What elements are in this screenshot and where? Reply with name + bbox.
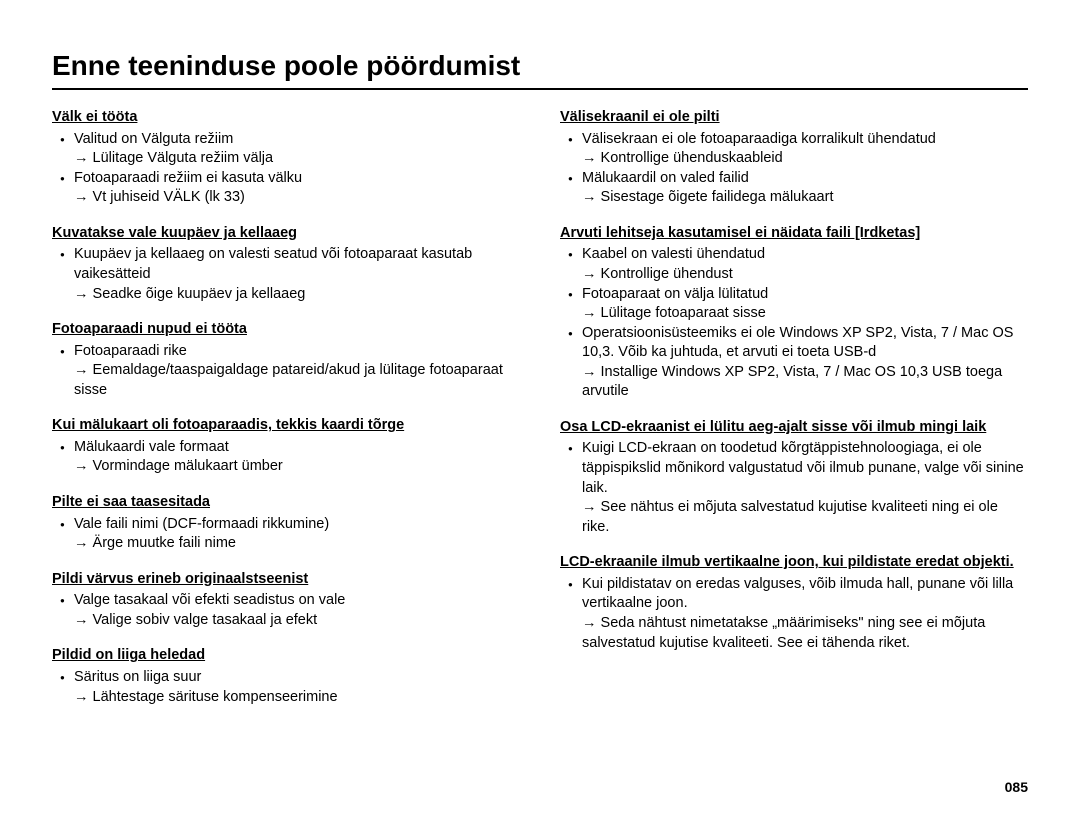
item-body: Mälukaardil on valed failid (582, 169, 1028, 189)
item-body: Operatsioonisüsteemiks ei ole Windows XP… (582, 324, 1028, 363)
list-item: ●Vale faili nimi (DCF-formaadi rikkumine… (60, 515, 520, 535)
section-heading: Välisekraanil ei ole pilti (560, 108, 1028, 128)
solution-line: → Lülitage Välguta režiim välja (74, 149, 520, 169)
item-body: Mälukaardi vale formaat (74, 438, 520, 458)
solution-line: → Ärge muutke faili nime (74, 534, 520, 554)
section-heading: Pildid on liiga heledad (52, 646, 520, 666)
list-item: ●Kaabel on valesti ühendatud (568, 245, 1028, 265)
list-item: ●Kui pildistatav on eredas valguses, või… (568, 575, 1028, 614)
item-body: Fotoaparaat on välja lülitatud (582, 285, 1028, 305)
troubleshoot-section: Pilte ei saa taasesitada●Vale faili nimi… (52, 493, 520, 554)
troubleshoot-section: Fotoaparaadi nupud ei tööta●Fotoaparaadi… (52, 320, 520, 400)
manual-page: Enne teeninduse poole pöördumist Välk ei… (0, 0, 1080, 815)
bullet-icon: ● (60, 438, 74, 458)
troubleshoot-section: Osa LCD-ekraanist ei lülitu aeg-ajalt si… (560, 418, 1028, 537)
solution-line: → Seadke õige kuupäev ja kellaaeg (74, 285, 520, 305)
bullet-icon: ● (568, 324, 582, 363)
content-columns: Välk ei tööta●Valitud on Välguta režiim→… (52, 108, 1028, 723)
right-column: Välisekraanil ei ole pilti●Välisekraan e… (560, 108, 1028, 723)
item-body: Välisekraan ei ole fotoaparaadiga korral… (582, 130, 1028, 150)
solution-line: → Seda nähtust nimetatakse „määrimiseks"… (582, 614, 1028, 653)
section-heading: Osa LCD-ekraanist ei lülitu aeg-ajalt si… (560, 418, 1028, 438)
item-body: Vale faili nimi (DCF-formaadi rikkumine) (74, 515, 520, 535)
bullet-icon: ● (60, 169, 74, 189)
bullet-icon: ● (568, 285, 582, 305)
left-column: Välk ei tööta●Valitud on Välguta režiim→… (52, 108, 520, 723)
list-item: ●Välisekraan ei ole fotoaparaadiga korra… (568, 130, 1028, 150)
troubleshoot-section: Välk ei tööta●Valitud on Välguta režiim→… (52, 108, 520, 208)
bullet-icon: ● (60, 668, 74, 688)
solution-line: → Eemaldage/taaspaigaldage patareid/akud… (74, 361, 520, 400)
list-item: ●Säritus on liiga suur (60, 668, 520, 688)
item-body: Fotoaparaadi rike (74, 342, 520, 362)
list-item: ●Kuupäev ja kellaaeg on valesti seatud v… (60, 245, 520, 284)
list-item: ●Valge tasakaal või efekti seadistus on … (60, 591, 520, 611)
troubleshoot-section: Kui mälukaart oli fotoaparaadis, tekkis … (52, 416, 520, 477)
bullet-icon: ● (60, 591, 74, 611)
bullet-icon: ● (568, 575, 582, 614)
solution-line: → Lülitage fotoaparaat sisse (582, 304, 1028, 324)
section-heading: Kui mälukaart oli fotoaparaadis, tekkis … (52, 416, 520, 436)
solution-line: → Vormindage mälukaart ümber (74, 457, 520, 477)
item-body: Kuigi LCD-ekraan on toodetud kõrgtäppist… (582, 439, 1028, 498)
troubleshoot-section: LCD-ekraanile ilmub vertikaalne joon, ku… (560, 553, 1028, 653)
solution-line: → Kontrollige ühenduskaableid (582, 149, 1028, 169)
list-item: ●Fotoaparaadi režiim ei kasuta välku (60, 169, 520, 189)
solution-line: → Kontrollige ühendust (582, 265, 1028, 285)
section-heading: LCD-ekraanile ilmub vertikaalne joon, ku… (560, 553, 1028, 573)
list-item: ●Fotoaparaadi rike (60, 342, 520, 362)
section-heading: Kuvatakse vale kuupäev ja kellaaeg (52, 224, 520, 244)
bullet-icon: ● (60, 342, 74, 362)
solution-line: → Sisestage õigete failidega mälukaart (582, 188, 1028, 208)
item-body: Valitud on Välguta režiim (74, 130, 520, 150)
section-heading: Välk ei tööta (52, 108, 520, 128)
bullet-icon: ● (568, 169, 582, 189)
troubleshoot-section: Kuvatakse vale kuupäev ja kellaaeg●Kuupä… (52, 224, 520, 304)
bullet-icon: ● (568, 130, 582, 150)
list-item: ●Valitud on Välguta režiim (60, 130, 520, 150)
troubleshoot-section: Pildid on liiga heledad●Säritus on liiga… (52, 646, 520, 707)
item-body: Kaabel on valesti ühendatud (582, 245, 1028, 265)
item-body: Säritus on liiga suur (74, 668, 520, 688)
bullet-icon: ● (568, 245, 582, 265)
troubleshoot-section: Pildi värvus erineb originaalstseenist●V… (52, 570, 520, 631)
page-title: Enne teeninduse poole pöördumist (52, 50, 1028, 90)
solution-line: → Valige sobiv valge tasakaal ja efekt (74, 611, 520, 631)
solution-line: → See nähtus ei mõjuta salvestatud kujut… (582, 498, 1028, 537)
item-body: Kui pildistatav on eredas valguses, võib… (582, 575, 1028, 614)
solution-line: → Installige Windows XP SP2, Vista, 7 / … (582, 363, 1028, 402)
section-heading: Pildi värvus erineb originaalstseenist (52, 570, 520, 590)
solution-line: → Lähtestage särituse kompenseerimine (74, 688, 520, 708)
list-item: ●Kuigi LCD-ekraan on toodetud kõrgtäppis… (568, 439, 1028, 498)
list-item: ●Fotoaparaat on välja lülitatud (568, 285, 1028, 305)
section-heading: Pilte ei saa taasesitada (52, 493, 520, 513)
item-body: Valge tasakaal või efekti seadistus on v… (74, 591, 520, 611)
bullet-icon: ● (568, 439, 582, 498)
item-body: Fotoaparaadi režiim ei kasuta välku (74, 169, 520, 189)
list-item: ●Mälukaardil on valed failid (568, 169, 1028, 189)
solution-line: → Vt juhiseid VÄLK (lk 33) (74, 188, 520, 208)
bullet-icon: ● (60, 130, 74, 150)
section-heading: Fotoaparaadi nupud ei tööta (52, 320, 520, 340)
bullet-icon: ● (60, 245, 74, 284)
page-number: 085 (1005, 779, 1028, 795)
list-item: ●Operatsioonisüsteemiks ei ole Windows X… (568, 324, 1028, 363)
section-heading: Arvuti lehitseja kasutamisel ei näidata … (560, 224, 1028, 244)
list-item: ●Mälukaardi vale formaat (60, 438, 520, 458)
item-body: Kuupäev ja kellaaeg on valesti seatud võ… (74, 245, 520, 284)
troubleshoot-section: Arvuti lehitseja kasutamisel ei näidata … (560, 224, 1028, 402)
troubleshoot-section: Välisekraanil ei ole pilti●Välisekraan e… (560, 108, 1028, 208)
bullet-icon: ● (60, 515, 74, 535)
